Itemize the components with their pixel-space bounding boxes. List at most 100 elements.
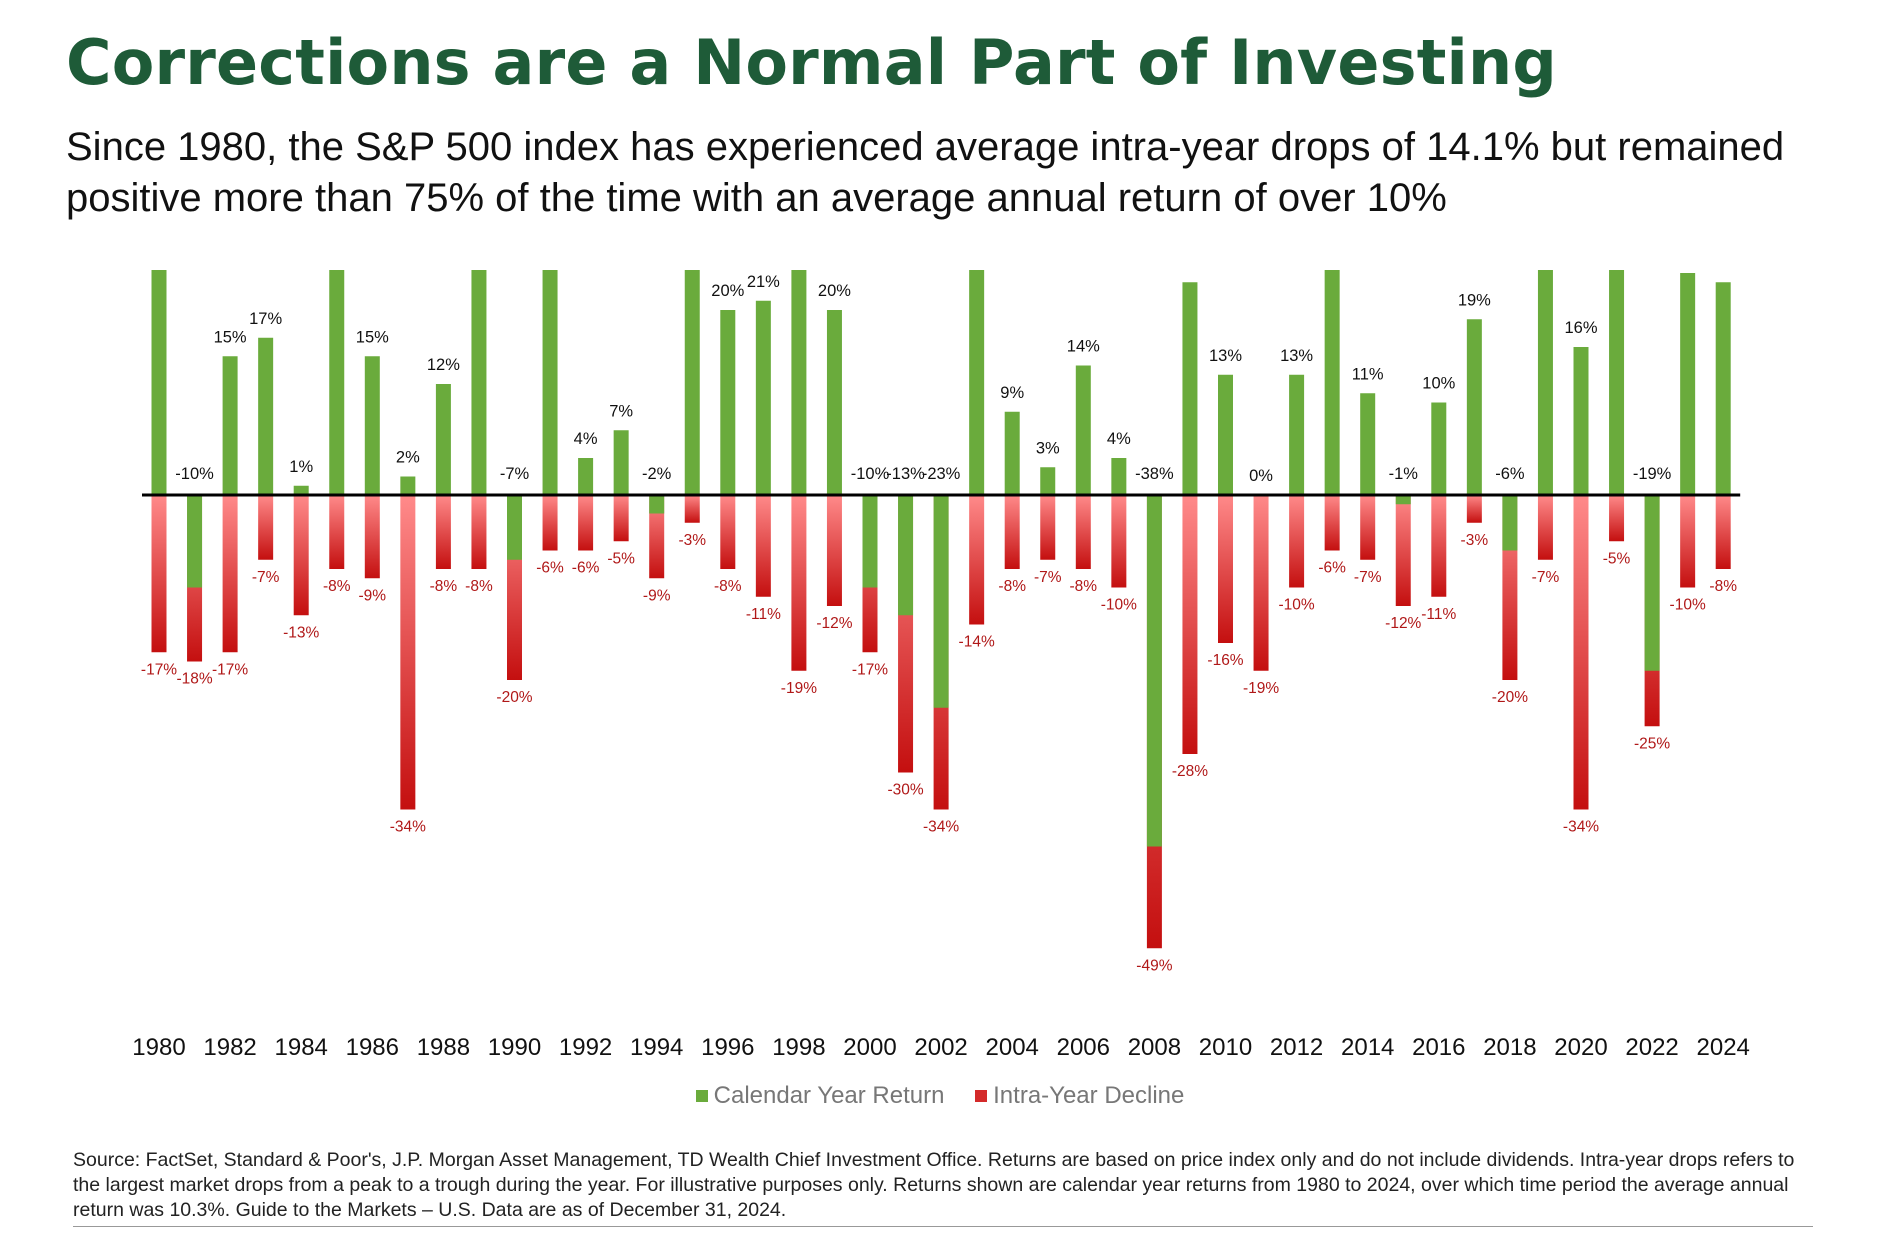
decline-label-2009: -28% [1172, 763, 1208, 780]
decline-bar-1988 [435, 495, 451, 569]
return-bar-2017 [1466, 319, 1482, 495]
return-label-2009: 23% [1173, 270, 1206, 272]
decline-label-1989: -8% [465, 578, 493, 595]
decline-label-1991: -6% [536, 560, 564, 577]
return-bar-1981 [187, 495, 203, 588]
return-bar-2004 [1004, 411, 1020, 495]
return-label-1993: 7% [609, 402, 633, 420]
decline-bar-1989 [471, 495, 487, 569]
decline-bar-1999 [826, 495, 842, 606]
decline-bar-1997 [755, 495, 771, 597]
decline-bar-2006 [1075, 495, 1091, 569]
x-tick-2018: 2018 [1483, 1034, 1536, 1061]
decline-label-1987: -34% [390, 819, 426, 836]
decline-label-1993: -5% [607, 550, 635, 567]
x-tick-1992: 1992 [559, 1034, 612, 1061]
return-bar-2005 [1040, 467, 1056, 495]
return-label-2010: 13% [1209, 347, 1242, 365]
decline-label-1992: -6% [572, 560, 600, 577]
return-bar-1998 [791, 270, 807, 495]
decline-label-2013: -6% [1318, 560, 1346, 577]
return-bar-2019 [1537, 270, 1553, 495]
return-bar-2009 [1182, 282, 1198, 495]
decline-label-2018: -20% [1492, 689, 1528, 706]
decline-bar-1992 [578, 495, 594, 551]
decline-label-1983: -7% [252, 569, 280, 586]
return-bar-1996 [720, 310, 736, 495]
decline-label-2015: -12% [1385, 615, 1421, 632]
decline-bar-2003 [969, 495, 985, 625]
decline-bar-2017 [1466, 495, 1482, 523]
return-bar-2021 [1609, 270, 1625, 495]
x-tick-2014: 2014 [1341, 1034, 1394, 1061]
x-tick-2008: 2008 [1128, 1034, 1181, 1061]
return-label-1992: 4% [574, 430, 598, 448]
return-label-1997: 21% [747, 273, 780, 291]
x-tick-1994: 1994 [630, 1034, 683, 1061]
return-bar-2022 [1644, 495, 1660, 671]
decline-bar-1980 [151, 495, 167, 653]
return-bar-1987 [400, 476, 416, 495]
x-tick-2016: 2016 [1412, 1034, 1465, 1061]
return-bar-1990 [507, 495, 522, 560]
decline-bar-1995 [684, 495, 700, 523]
return-bar-2015 [1395, 495, 1411, 505]
decline-label-1994: -9% [643, 587, 671, 604]
decline-label-1995: -3% [678, 532, 706, 549]
return-bar-2010 [1218, 374, 1233, 495]
decline-label-1997: -11% [746, 606, 781, 623]
decline-bar-2005 [1040, 495, 1056, 560]
decline-bar-2021 [1609, 495, 1625, 542]
return-label-2008: -38% [1135, 465, 1174, 483]
return-label-1981: -10% [175, 465, 214, 483]
x-tick-2004: 2004 [986, 1034, 1039, 1061]
return-label-1982: 15% [214, 328, 247, 346]
return-bar-2013 [1324, 270, 1340, 495]
return-label-2020: 16% [1564, 319, 1597, 337]
return-bar-2020 [1573, 347, 1589, 495]
decline-label-2005: -7% [1034, 569, 1062, 586]
decline-bar-2015 [1395, 495, 1411, 606]
decline-label-1986: -9% [359, 587, 387, 604]
source-note: Source: FactSet, Standard & Poor's, J.P.… [73, 1149, 1795, 1221]
return-bar-1982 [222, 356, 238, 495]
decline-bar-1982 [222, 495, 238, 653]
legend-label-calendar-return: Calendar Year Return [713, 1082, 945, 1109]
footer-divider [73, 1226, 1813, 1227]
decline-label-2022: -25% [1634, 735, 1670, 752]
decline-label-1981: -18% [176, 671, 212, 688]
decline-label-1990: -20% [496, 689, 532, 706]
return-bar-1997 [755, 300, 771, 495]
decline-label-2002: -34% [923, 819, 959, 836]
x-tick-1986: 1986 [346, 1034, 399, 1061]
decline-bar-2011 [1253, 495, 1269, 671]
decline-bar-1987 [400, 495, 416, 810]
return-bar-2000 [862, 495, 878, 588]
decline-label-2017: -3% [1461, 532, 1489, 549]
decline-label-2014: -7% [1354, 569, 1382, 586]
chart-title: Corrections are a Normal Part of Investi… [66, 26, 1557, 99]
return-label-2000: -10% [851, 465, 890, 483]
return-bar-2001 [898, 495, 914, 616]
legend-swatch-red [975, 1090, 988, 1102]
bar-chart: 26%-17%-10%-18%15%-17%17%-7%1%-13%26%-8%… [132, 270, 1750, 1061]
return-bar-1995 [684, 270, 700, 495]
return-label-2004: 9% [1000, 384, 1024, 402]
decline-label-1998: -19% [781, 680, 817, 697]
decline-bar-1985 [329, 495, 345, 569]
decline-label-1988: -8% [430, 578, 458, 595]
decline-label-1982: -17% [212, 661, 248, 678]
decline-label-2024: -8% [1709, 578, 1737, 595]
chart-legend: Calendar Year Return Intra-Year Decline [0, 1082, 1880, 1110]
decline-label-2008: -49% [1136, 957, 1172, 974]
return-label-1994: -2% [642, 465, 672, 483]
decline-bar-2024 [1715, 495, 1731, 569]
return-bar-2006 [1075, 365, 1091, 495]
decline-label-1984: -13% [283, 624, 319, 641]
return-bar-2014 [1360, 393, 1376, 495]
return-label-2006: 14% [1067, 338, 1100, 356]
decline-bar-1998 [791, 495, 807, 671]
legend-swatch-green [695, 1090, 708, 1102]
return-bar-1992 [578, 458, 594, 495]
decline-bar-1984 [293, 495, 309, 616]
